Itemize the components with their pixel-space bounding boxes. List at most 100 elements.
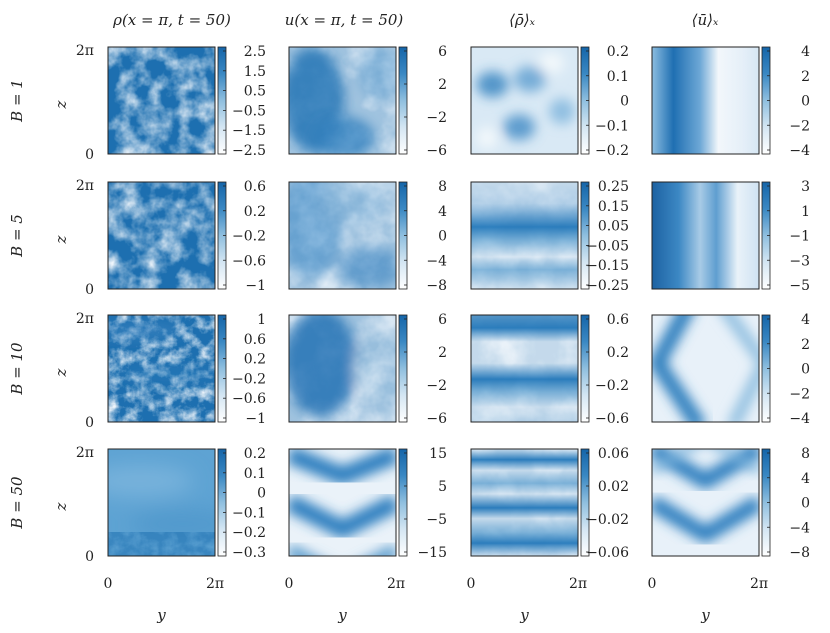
- colorbar-tick-label: 2: [438, 77, 447, 93]
- panel-layer: [107, 46, 771, 557]
- colorbar-tick-label: 2.5: [244, 44, 266, 60]
- colorbar-tick-label: −8: [789, 545, 810, 561]
- heatmap-panel-r1-c3: [471, 47, 578, 154]
- heatmap-panel-r3-c3: [471, 315, 578, 422]
- colorbar-tick-label: 4: [801, 312, 810, 328]
- panel-frame: [288, 181, 397, 290]
- colorbar-tick-label: −0.02: [586, 512, 629, 528]
- z-tick-zero: 0: [85, 549, 94, 565]
- colorbar: [398, 46, 408, 155]
- colorbar-tick-label: 0.15: [598, 199, 629, 215]
- panel-frame: [107, 46, 216, 155]
- colorbar-tick-label: 0.05: [598, 219, 629, 235]
- colorbar-tick-label: 6: [438, 312, 447, 328]
- colorbar-tick-label: −0.6: [595, 411, 629, 427]
- z-tick-zero: 0: [85, 147, 94, 163]
- colorbar: [580, 181, 590, 290]
- heatmap-panel-r2-c4: [652, 182, 759, 289]
- colorbar-tick-label: 0.25: [598, 179, 629, 195]
- colorbar-tick-label: −0.5: [232, 103, 266, 119]
- column-title: ⟨ρ̄⟩ₓ: [509, 11, 536, 29]
- colorbar-tick-label: 0.1: [607, 69, 629, 85]
- colorbar-tick-label: −2: [426, 110, 447, 126]
- colorbar-tick-label: −0.6: [232, 391, 266, 407]
- z-tick-max: 2π: [76, 178, 94, 194]
- row-label: B = 50: [8, 476, 26, 530]
- y-tick-max: 2π: [206, 576, 224, 592]
- colorbar-tick-label: −0.1: [232, 505, 266, 521]
- z-tick-zero: 0: [85, 282, 94, 298]
- colorbar: [580, 46, 590, 155]
- colorbar: [761, 181, 771, 290]
- y-tick-zero: 0: [467, 576, 476, 592]
- colorbar-tick-label: 0.2: [244, 446, 266, 462]
- colorbar-tick-label: −8: [426, 278, 447, 294]
- colorbar-tick-label: 5: [438, 479, 447, 495]
- colorbar-tick-label: −5: [426, 512, 447, 528]
- column-title: ⟨ū⟩ₓ: [692, 11, 719, 29]
- colorbar-tick-label: 1: [257, 312, 266, 328]
- colorbar-tick-label: 6: [438, 44, 447, 60]
- colorbar-tick-label: 4: [801, 44, 810, 60]
- row-label: B = 1: [8, 79, 26, 123]
- colorbar-tick-label: 2: [801, 337, 810, 353]
- colorbar: [580, 448, 590, 557]
- row-label: B = 10: [8, 342, 26, 396]
- colorbar-tick-label: 4: [801, 471, 810, 487]
- panel-frame: [288, 448, 397, 557]
- row-label: B = 5: [8, 214, 26, 258]
- y-tick-zero: 0: [104, 576, 113, 592]
- heatmap-panel-r4-c1: [108, 449, 215, 556]
- colorbar-tick-label: 3: [801, 179, 810, 195]
- colorbar: [761, 448, 771, 557]
- z-tick-max: 2π: [76, 311, 94, 327]
- y-tick-max: 2π: [569, 576, 587, 592]
- colorbar-tick-label: 0: [438, 229, 447, 245]
- colorbar-tick-label: −1: [789, 229, 810, 245]
- colorbar-tick-label: 0: [801, 496, 810, 512]
- y-tick-max: 2π: [387, 576, 405, 592]
- colorbar-tick-label: 4: [438, 204, 447, 220]
- colorbar-tick-label: −3: [789, 253, 810, 269]
- panel-frame: [107, 448, 216, 557]
- colorbar-tick-label: 0.6: [607, 312, 629, 328]
- colorbar-tick-label: −0.25: [586, 278, 629, 294]
- z-axis-label: z: [52, 368, 70, 377]
- heatmap-panel-r1-c4: [652, 47, 759, 154]
- panel-frame: [651, 448, 760, 557]
- colorbar-tick-label: 15: [429, 446, 447, 462]
- y-axis-label: y: [519, 606, 529, 624]
- heatmap-panel-r3-c1: [108, 315, 215, 422]
- colorbar-tick-label: 0: [257, 486, 266, 502]
- heatmap-panel-r4-c2: [289, 449, 396, 556]
- colorbar-tick-label: −0.06: [586, 545, 629, 561]
- colorbar-tick-label: −0.15: [586, 258, 629, 274]
- colorbar: [217, 181, 227, 290]
- colorbar: [217, 46, 227, 155]
- z-axis-label: z: [52, 502, 70, 511]
- colorbar-tick-label: −0.1: [595, 118, 629, 134]
- y-tick-zero: 0: [648, 576, 657, 592]
- colorbar-tick-label: 1.5: [244, 64, 266, 80]
- panel-frame: [651, 46, 760, 155]
- panel-frame: [470, 46, 579, 155]
- colorbar-tick-label: 2: [438, 345, 447, 361]
- colorbar-tick-label: −0.2: [595, 143, 629, 159]
- column-title: ρ(x = π, t = 50): [112, 11, 231, 29]
- heatmap-panel-r3-c4: [652, 315, 759, 422]
- column-title: u(x = π, t = 50): [285, 11, 404, 29]
- heatmap-panel-r4-c3: [471, 449, 578, 556]
- colorbar-tick-label: 0: [801, 362, 810, 378]
- colorbar-tick-label: −4: [426, 253, 447, 269]
- colorbar: [761, 314, 771, 423]
- colorbar-tick-label: −6: [426, 143, 447, 159]
- colorbar-tick-label: 0: [620, 94, 629, 110]
- colorbar-tick-label: 0.06: [598, 446, 629, 462]
- colorbar-tick-label: 0.6: [244, 332, 266, 348]
- colorbar-tick-label: −0.6: [232, 253, 266, 269]
- panel-frame: [107, 314, 216, 423]
- z-axis-label: z: [52, 235, 70, 244]
- colorbar-tick-label: 0: [801, 94, 810, 110]
- z-tick-max: 2π: [76, 43, 94, 59]
